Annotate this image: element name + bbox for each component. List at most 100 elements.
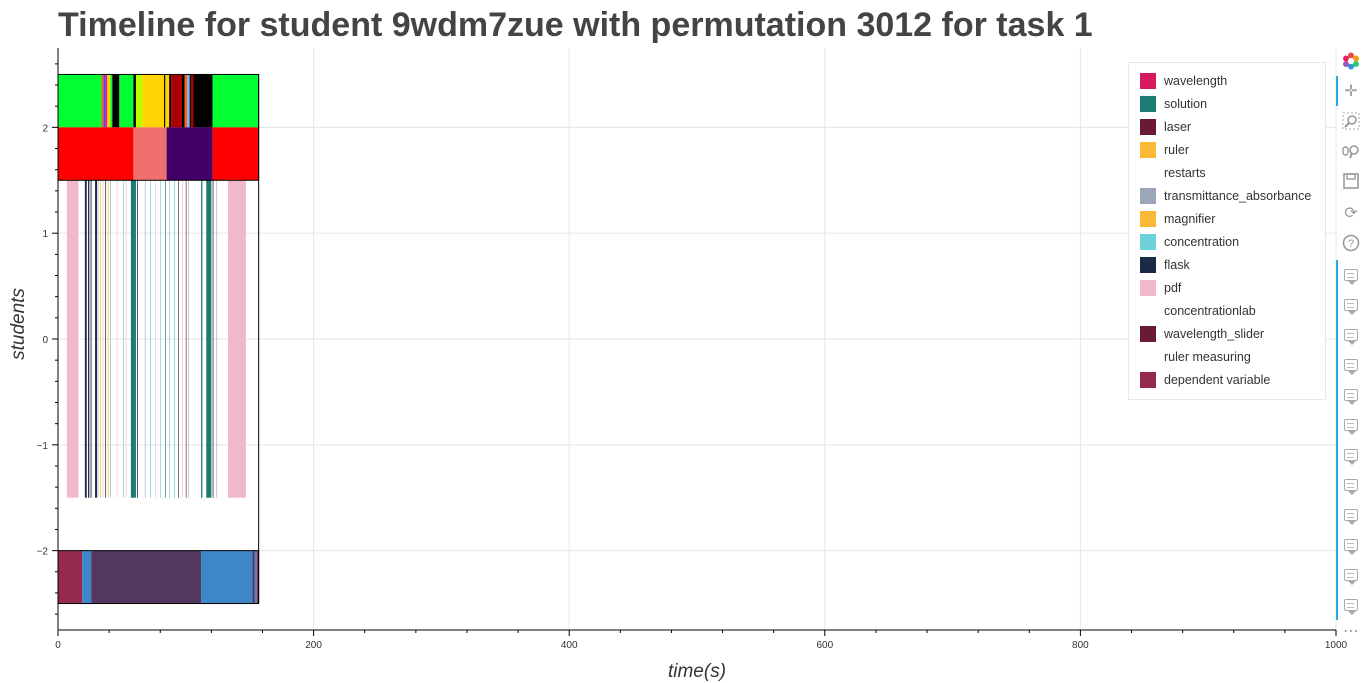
legend-swatch [1140,302,1156,319]
hover-icon[interactable] [1340,534,1362,556]
timeline-segment [165,180,166,498]
legend-label: transmittance_absorbance [1164,188,1312,203]
timeline-segment [206,180,212,498]
legend-label: concentration [1164,234,1240,249]
active-tool-indicator [1336,76,1338,106]
legend-swatch [1140,187,1156,204]
hover-icon[interactable] [1340,264,1362,286]
timeline-segment [133,127,167,181]
legend-swatch [1140,279,1156,296]
y-tick-label: 1 [42,229,48,240]
timeline-segment [201,550,253,604]
legend: wavelength solution laser ruler restarts tran… [1128,62,1326,400]
legend-label: restarts [1164,165,1206,180]
timeline-segment [84,180,87,498]
legend-swatch [1140,72,1156,89]
timeline-segment [171,74,182,128]
timeline-segment [97,180,99,498]
timeline-segment [181,74,185,128]
legend-item[interactable]: concentration [1140,230,1325,253]
y-tick-label: 0 [42,335,48,346]
legend-swatch [1140,371,1156,388]
x-tick-label: 1000 [1325,640,1348,651]
active-tool-indicator [1336,260,1338,620]
timeline-segment [123,180,124,498]
legend-item[interactable]: laser [1140,115,1325,138]
hover-icon[interactable] [1340,384,1362,406]
legend-item[interactable]: ruler [1140,138,1325,161]
legend-item[interactable]: ruler measuring [1140,345,1325,368]
legend-item[interactable]: flask [1140,253,1325,276]
timeline-segment [125,180,127,498]
x-tick-label: 800 [1072,640,1089,651]
timeline-bars [57,73,260,605]
legend-item[interactable]: solution [1140,92,1325,115]
timeline-segment [133,74,136,128]
legend-label: ruler [1164,142,1190,157]
hover-icon[interactable] [1340,594,1362,616]
legend-swatch [1140,210,1156,227]
legend-swatch [1140,325,1156,342]
timeline-segment [103,74,106,128]
timeline-segment [82,550,92,604]
reset-icon[interactable]: ⟳ [1344,205,1358,222]
legend-item[interactable]: pdf [1140,276,1325,299]
timeline-segment [193,74,213,128]
timeline-segment [107,74,111,128]
hover-tool-glyph [1344,389,1358,405]
hover-icon[interactable] [1340,474,1362,496]
timeline-segment [169,180,170,498]
hover-tool-glyph [1344,509,1358,525]
hover-icon[interactable] [1340,444,1362,466]
hover-tool-glyph [1344,569,1358,585]
legend-item[interactable]: magnifier [1140,207,1325,230]
more-tools-button[interactable]: ⋯ [1343,623,1359,640]
timeline-segment [66,180,79,498]
timeline-segment [90,180,92,498]
timeline-segment [252,550,255,604]
legend-item[interactable]: dependent variable [1140,368,1325,391]
timeline-segment [212,180,214,498]
timeline-segment [58,550,83,604]
timeline-segment [178,180,179,498]
wheel-zoom-icon[interactable] [1340,140,1362,162]
timeline-segment [166,127,213,181]
timeline-segment [88,180,90,498]
timeline-segment [130,180,136,498]
hover-icon[interactable] [1340,504,1362,526]
save-icon[interactable] [1340,170,1362,192]
legend-label: ruler measuring [1164,349,1251,364]
hover-tool-glyph [1344,329,1358,345]
pan-icon[interactable]: ✛ [1344,83,1358,100]
timeline-segment [107,180,109,498]
hover-icon[interactable] [1340,414,1362,436]
legend-swatch [1140,118,1156,135]
hover-icon[interactable] [1340,564,1362,586]
hover-icon[interactable] [1340,354,1362,376]
legend-item[interactable]: restarts [1140,161,1325,184]
timeline-segment [150,180,151,498]
timeline-segment [165,74,170,128]
timeline-segment [116,180,118,498]
bokeh-logo-icon[interactable] [1340,50,1362,72]
legend-label: pdf [1164,280,1182,295]
timeline-segment [58,127,134,181]
legend-item[interactable]: concentrationlab [1140,299,1325,322]
timeline-segment [91,550,202,604]
timeline-segment [112,74,120,128]
timeline-segment [110,74,113,128]
legend-swatch [1140,256,1156,273]
legend-item[interactable]: wavelength [1140,69,1325,92]
legend-item[interactable]: wavelength_slider [1140,322,1325,345]
timeline-segment [189,74,191,128]
hover-tool-glyph [1344,299,1358,315]
hover-icon[interactable] [1340,294,1362,316]
box-zoom-icon[interactable] [1340,110,1362,132]
timeline-segment [164,74,166,128]
axes: 0 200 400 600 800 1000 2 1 0 −1 −2 time(s) students [8,48,1348,682]
legend-item[interactable]: transmittance_absorbance [1140,184,1325,207]
x-tick-label: 400 [561,640,578,651]
help-icon[interactable]: ? [1340,232,1362,254]
hover-icon[interactable] [1340,324,1362,346]
